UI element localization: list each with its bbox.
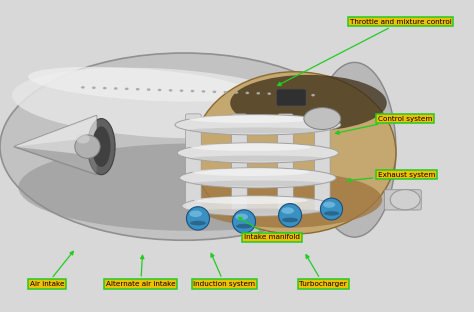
Text: Exhaust system: Exhaust system bbox=[347, 172, 435, 182]
Text: Control system: Control system bbox=[336, 115, 432, 134]
Ellipse shape bbox=[189, 211, 202, 217]
Ellipse shape bbox=[189, 172, 382, 228]
Circle shape bbox=[81, 86, 85, 89]
Ellipse shape bbox=[189, 155, 326, 162]
Circle shape bbox=[246, 92, 249, 94]
Ellipse shape bbox=[194, 196, 308, 204]
Text: Alternate air intake: Alternate air intake bbox=[106, 255, 175, 287]
Text: Turbocharger: Turbocharger bbox=[299, 255, 347, 287]
Ellipse shape bbox=[76, 134, 90, 144]
Ellipse shape bbox=[279, 203, 301, 227]
FancyBboxPatch shape bbox=[232, 114, 247, 211]
Ellipse shape bbox=[187, 127, 328, 134]
Circle shape bbox=[201, 90, 205, 93]
Ellipse shape bbox=[0, 53, 368, 240]
Polygon shape bbox=[14, 115, 97, 147]
Ellipse shape bbox=[313, 62, 396, 237]
Circle shape bbox=[125, 88, 128, 90]
Circle shape bbox=[158, 89, 162, 91]
FancyBboxPatch shape bbox=[314, 114, 330, 211]
Ellipse shape bbox=[230, 75, 387, 131]
Ellipse shape bbox=[191, 180, 324, 187]
Circle shape bbox=[256, 92, 260, 95]
Ellipse shape bbox=[193, 208, 322, 215]
Circle shape bbox=[278, 93, 282, 95]
Ellipse shape bbox=[75, 135, 100, 158]
Polygon shape bbox=[14, 147, 97, 175]
Circle shape bbox=[103, 87, 107, 89]
Circle shape bbox=[180, 90, 183, 92]
Text: Induction system: Induction system bbox=[193, 253, 255, 287]
Ellipse shape bbox=[304, 108, 341, 129]
Circle shape bbox=[114, 87, 118, 90]
Ellipse shape bbox=[190, 221, 206, 226]
FancyBboxPatch shape bbox=[384, 190, 421, 210]
Circle shape bbox=[136, 88, 139, 90]
Ellipse shape bbox=[191, 143, 311, 151]
Circle shape bbox=[147, 88, 150, 91]
Ellipse shape bbox=[88, 119, 115, 175]
Circle shape bbox=[311, 94, 315, 96]
Ellipse shape bbox=[324, 211, 339, 216]
Ellipse shape bbox=[233, 210, 255, 233]
Circle shape bbox=[92, 86, 96, 89]
Ellipse shape bbox=[177, 143, 338, 163]
FancyBboxPatch shape bbox=[276, 89, 306, 106]
Circle shape bbox=[289, 93, 293, 96]
Ellipse shape bbox=[189, 115, 313, 123]
Ellipse shape bbox=[18, 144, 368, 231]
Circle shape bbox=[235, 91, 238, 94]
Circle shape bbox=[300, 94, 304, 96]
Ellipse shape bbox=[28, 67, 248, 102]
Ellipse shape bbox=[192, 168, 310, 176]
Circle shape bbox=[191, 90, 194, 92]
Ellipse shape bbox=[390, 190, 420, 210]
Ellipse shape bbox=[186, 207, 210, 230]
Polygon shape bbox=[14, 115, 97, 175]
Circle shape bbox=[267, 92, 271, 95]
Circle shape bbox=[169, 89, 173, 92]
Text: Intake manifold: Intake manifold bbox=[238, 217, 300, 240]
Ellipse shape bbox=[175, 115, 341, 135]
Text: Throttle and mixture control: Throttle and mixture control bbox=[278, 19, 452, 85]
Text: Air intake: Air intake bbox=[30, 251, 73, 287]
Ellipse shape bbox=[320, 198, 343, 220]
FancyBboxPatch shape bbox=[278, 114, 293, 211]
Ellipse shape bbox=[193, 72, 396, 234]
FancyBboxPatch shape bbox=[185, 114, 201, 211]
Ellipse shape bbox=[282, 207, 294, 214]
Ellipse shape bbox=[282, 218, 298, 222]
Ellipse shape bbox=[236, 224, 252, 229]
Ellipse shape bbox=[92, 126, 110, 167]
Ellipse shape bbox=[12, 68, 310, 138]
Ellipse shape bbox=[236, 214, 248, 220]
Ellipse shape bbox=[182, 196, 334, 216]
Circle shape bbox=[212, 90, 216, 93]
Ellipse shape bbox=[180, 168, 336, 188]
Circle shape bbox=[224, 91, 227, 93]
Ellipse shape bbox=[323, 202, 335, 208]
